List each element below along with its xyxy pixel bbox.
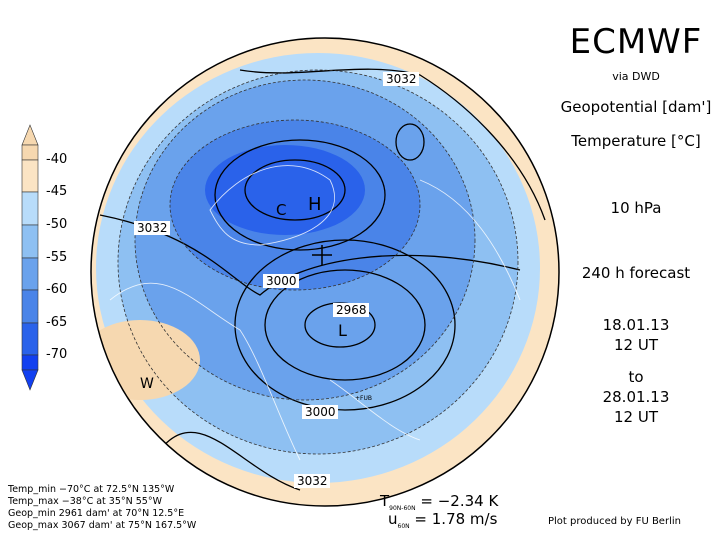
stat-temp-min: Temp_min −70°C at 72.5°N 135°W (8, 484, 175, 495)
pole-cross-icon (312, 245, 332, 265)
coastlines (109, 165, 521, 461)
init-date: 18.01.13 (602, 316, 670, 334)
temp-band-65-70 (205, 145, 365, 235)
contour-label: 3000 (305, 405, 336, 419)
contour-label: 2968 (336, 303, 367, 317)
colorbar (21, 124, 39, 391)
colorbar-label: -55 (46, 250, 68, 265)
init-time: 12 UT (614, 336, 658, 354)
colorbar-label: -50 (46, 217, 68, 232)
stat-geop-max: Geop_max 3067 dam' at 75°N 167.5°W (8, 520, 197, 531)
geopotential-contours (99, 68, 546, 491)
colorbar-label: -60 (46, 282, 68, 297)
data-source: via DWD (612, 70, 660, 83)
pressure-level: 10 hPa (610, 199, 662, 217)
colorbar-label: -65 (46, 315, 68, 330)
valid-date: 28.01.13 (602, 388, 670, 406)
contour-label: 3032 (137, 221, 168, 235)
cold-marker: C (276, 201, 286, 219)
contour-label: 3032 (386, 72, 417, 86)
credit: Plot produced by FU Berlin (548, 516, 681, 527)
field-geopotential: Geopotential [dam'] (560, 98, 712, 116)
station-marker: +FUB (355, 395, 372, 402)
zonal-wind-index: u60N = 1.78 m/s (388, 510, 498, 530)
colorbar-label: -40 (46, 152, 68, 167)
temp-difference-index: T90N-60N = −2.34 K (380, 492, 499, 512)
low-marker: L (338, 321, 347, 340)
colorbar-label: -70 (46, 347, 68, 362)
contour-label: 3032 (297, 474, 328, 488)
high-marker: H (308, 194, 322, 215)
valid-time: 12 UT (614, 408, 658, 426)
stat-geop-min: Geop_min 2961 dam' at 70°N 12.5°E (8, 508, 185, 519)
field-temperature: Temperature [°C] (571, 132, 701, 150)
warm-marker: W (140, 376, 154, 392)
temperature-contours (117, 69, 519, 455)
colorbar-label: -45 (46, 184, 68, 199)
stat-temp-max: Temp_max −38°C at 35°N 55°W (8, 496, 162, 507)
to-label: to (628, 368, 644, 386)
forecast-range: 240 h forecast (581, 264, 691, 282)
map-border (90, 37, 560, 507)
model-title: ECMWF (569, 22, 703, 62)
contour-label: 3000 (266, 274, 297, 288)
